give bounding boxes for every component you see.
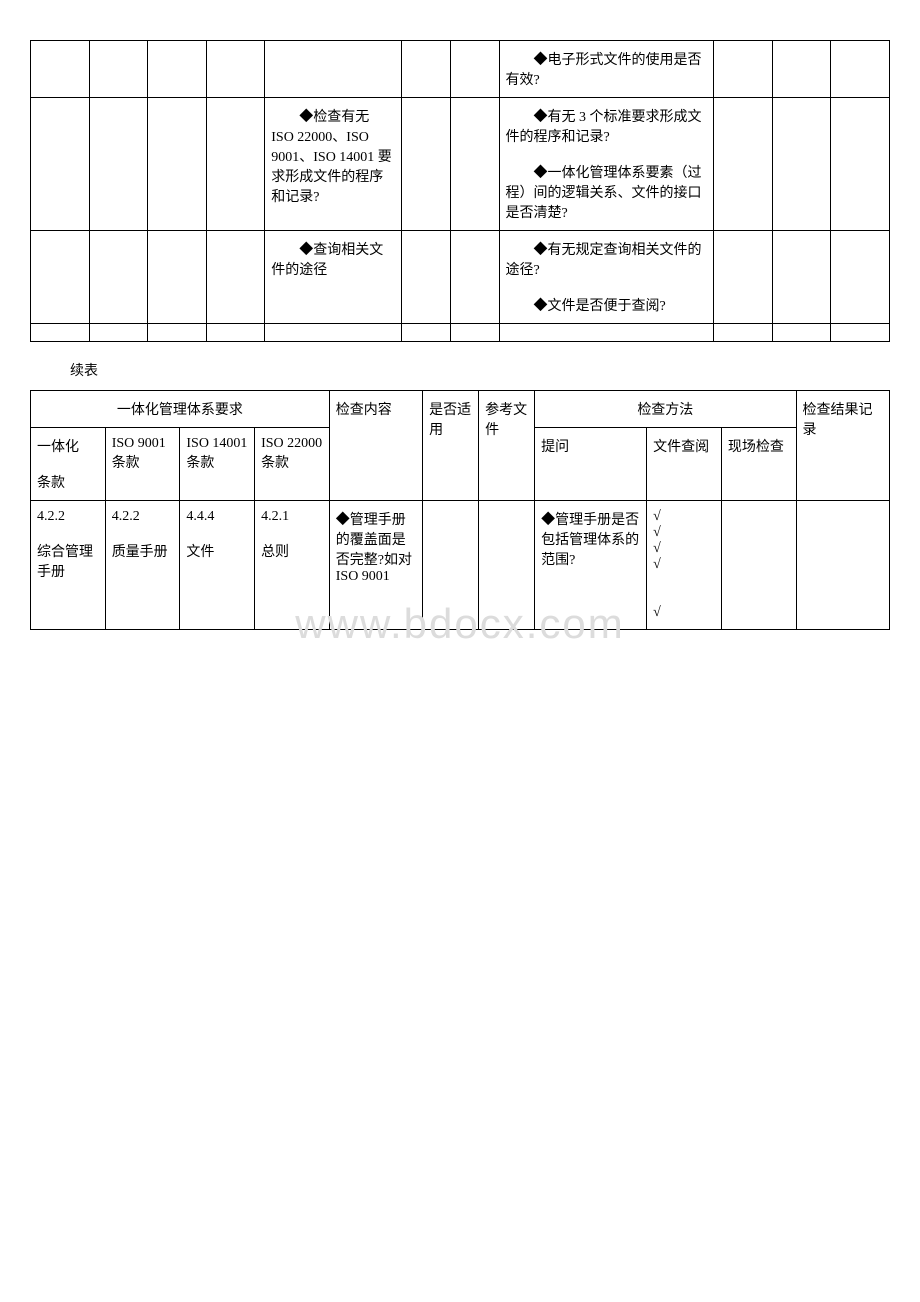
table1-cell	[831, 98, 890, 231]
table1-blank-cell	[89, 324, 148, 342]
table1-cell: ◆电子形式文件的使用是否有效?	[499, 41, 714, 98]
table1-blank-cell	[206, 324, 265, 342]
table1-cell	[831, 41, 890, 98]
table1-blank-cell	[265, 324, 402, 342]
table1-cell	[89, 98, 148, 231]
table1-row: ◆查询相关文件的途径 ◆有无规定查询相关文件的途径? ◆文件是否便于查阅?	[31, 231, 890, 324]
header-group-method: 检查方法	[535, 391, 796, 428]
table1-blank-cell	[831, 324, 890, 342]
table1-cell	[401, 98, 450, 231]
table1-cell	[450, 41, 499, 98]
cell-reference	[479, 501, 535, 630]
table1-cell	[89, 231, 148, 324]
cell-iso22000-clause: 4.2.1 总则	[255, 501, 330, 630]
header-integrated: 一体化 条款	[31, 428, 106, 501]
table1-blank-cell	[148, 324, 207, 342]
table1-cell: ◆有无 3 个标准要求形成文件的程序和记录? ◆一体化管理体系要素（过程）间的逻…	[499, 98, 714, 231]
table1-cell	[206, 231, 265, 324]
table2-header-group-row: 一体化管理体系要求 检查内容 是否适用 参考文件 检查方法 检查结果记录	[31, 391, 890, 428]
table1-cell	[148, 41, 207, 98]
table1-cell	[831, 231, 890, 324]
continue-label: 续表	[70, 360, 890, 380]
header-onsite: 现场检查	[721, 428, 796, 501]
table1-cell	[265, 41, 402, 98]
table1-cell	[450, 231, 499, 324]
table1-cell	[31, 231, 90, 324]
table1-cell	[401, 41, 450, 98]
table1-cell	[772, 98, 831, 231]
cell-question: ◆管理手册是否包括管理体系的范围?	[535, 501, 647, 630]
header-iso9001: ISO 9001 条款	[105, 428, 180, 501]
cell-check-content: ◆管理手册的覆盖面是否完整?如对 ISO 9001	[329, 501, 422, 630]
cell-iso9001-clause: 4.2.2 质量手册	[105, 501, 180, 630]
page-container: www.bdocx.com ◆电子形式文件的使用是否有效? ◆检查有无 ISO …	[30, 40, 890, 630]
cell-iso14001-clause: 4.4.4 文件	[180, 501, 255, 630]
header-question: 提问	[535, 428, 647, 501]
header-doc-review: 文件查阅	[647, 428, 722, 501]
cell-doc-review: √ √ √ √ √	[647, 501, 722, 630]
cell-onsite	[721, 501, 796, 630]
table1-cell	[401, 231, 450, 324]
header-iso14001: ISO 14001 条款	[180, 428, 255, 501]
cell-applicable	[423, 501, 479, 630]
audit-table-1: ◆电子形式文件的使用是否有效? ◆检查有无 ISO 22000、ISO 9001…	[30, 40, 890, 342]
header-applicable: 是否适用	[423, 391, 479, 501]
table1-cell	[31, 41, 90, 98]
table1-blank-cell	[499, 324, 714, 342]
header-group-system: 一体化管理体系要求	[31, 391, 330, 428]
table1-cell	[148, 98, 207, 231]
table1-cell: ◆有无规定查询相关文件的途径? ◆文件是否便于查阅?	[499, 231, 714, 324]
header-iso22000: ISO 22000 条款	[255, 428, 330, 501]
audit-table-2: 一体化管理体系要求 检查内容 是否适用 参考文件 检查方法 检查结果记录 一体化…	[30, 390, 890, 630]
table1-cell	[450, 98, 499, 231]
table1-cell	[31, 98, 90, 231]
table1-blank-cell	[772, 324, 831, 342]
table1-blank-cell	[31, 324, 90, 342]
table1-cell: ◆查询相关文件的途径	[265, 231, 402, 324]
table1-cell	[148, 231, 207, 324]
table1-row: ◆电子形式文件的使用是否有效?	[31, 41, 890, 98]
table1-cell	[206, 41, 265, 98]
table1-cell	[206, 98, 265, 231]
header-reference: 参考文件	[479, 391, 535, 501]
cell-integrated-clause: 4.2.2 综合管理手册	[31, 501, 106, 630]
header-result: 检查结果记录	[796, 391, 889, 501]
cell-result	[796, 501, 889, 630]
table1-row: ◆检查有无 ISO 22000、ISO 9001、ISO 14001 要求形成文…	[31, 98, 890, 231]
table1-blank-cell	[401, 324, 450, 342]
table1-cell	[89, 41, 148, 98]
table1-cell	[772, 41, 831, 98]
table1-cell	[714, 41, 773, 98]
table1-cell	[714, 231, 773, 324]
table1-cell	[714, 98, 773, 231]
table1-blank-cell	[450, 324, 499, 342]
table2-data-row: 4.2.2 综合管理手册 4.2.2 质量手册 4.4.4 文件 4.2.1 总…	[31, 501, 890, 630]
table1-cell	[772, 231, 831, 324]
table1-blank-row	[31, 324, 890, 342]
table1-cell: ◆检查有无 ISO 22000、ISO 9001、ISO 14001 要求形成文…	[265, 98, 402, 231]
table1-blank-cell	[714, 324, 773, 342]
header-check-content: 检查内容	[329, 391, 422, 501]
